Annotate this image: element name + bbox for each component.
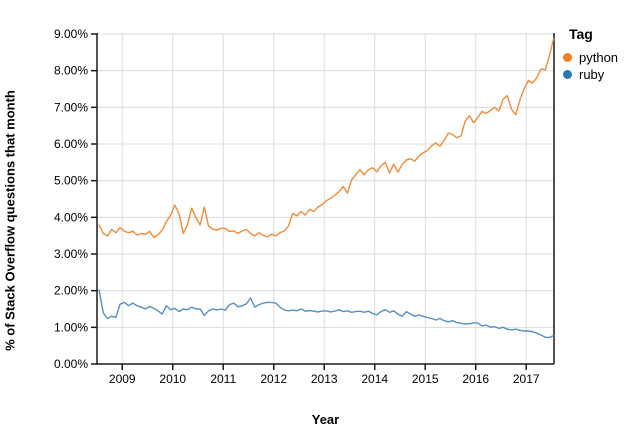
x-tick-label: 2017 xyxy=(513,372,540,386)
legend-item-ruby[interactable]: ruby xyxy=(563,68,618,81)
y-tick-label: 1.00% xyxy=(54,320,88,334)
x-axis-title: Year xyxy=(311,412,340,427)
legend-item-python[interactable]: python xyxy=(563,51,618,64)
x-tick-label: 2012 xyxy=(260,372,287,386)
x-tick-label: 2011 xyxy=(210,372,236,386)
y-tick-label: 4.00% xyxy=(54,210,88,224)
y-tick-label: 5.00% xyxy=(54,174,88,188)
legend-title: Tag xyxy=(569,26,593,42)
y-tick-label: 2.00% xyxy=(54,284,88,298)
legend: Tag python ruby xyxy=(563,26,618,85)
x-tick-label: 2009 xyxy=(109,372,136,386)
y-tick-label: 9.00% xyxy=(54,27,88,41)
y-axis-title: % of Stack Overflow questions that month xyxy=(2,90,18,351)
x-tick-label: 2013 xyxy=(311,372,338,386)
python-series-dot-icon xyxy=(563,53,572,62)
x-tick-label: 2010 xyxy=(159,372,186,386)
legend-item-label: ruby xyxy=(579,67,605,82)
x-tick-label: 2015 xyxy=(412,372,439,386)
y-tick-label: 7.00% xyxy=(54,100,88,114)
x-tick-label: 2016 xyxy=(462,372,489,386)
y-tick-label: 0.00% xyxy=(54,357,88,371)
y-tick-label: 3.00% xyxy=(54,247,88,261)
x-tick-label: 2014 xyxy=(361,372,388,386)
ruby-series-dot-icon xyxy=(563,70,572,79)
y-tick-label: 6.00% xyxy=(54,137,88,151)
y-tick-label: 8.00% xyxy=(54,64,88,78)
legend-item-label: python xyxy=(579,50,619,65)
python-series-line[interactable] xyxy=(98,38,555,239)
ruby-series-line[interactable] xyxy=(98,289,555,339)
